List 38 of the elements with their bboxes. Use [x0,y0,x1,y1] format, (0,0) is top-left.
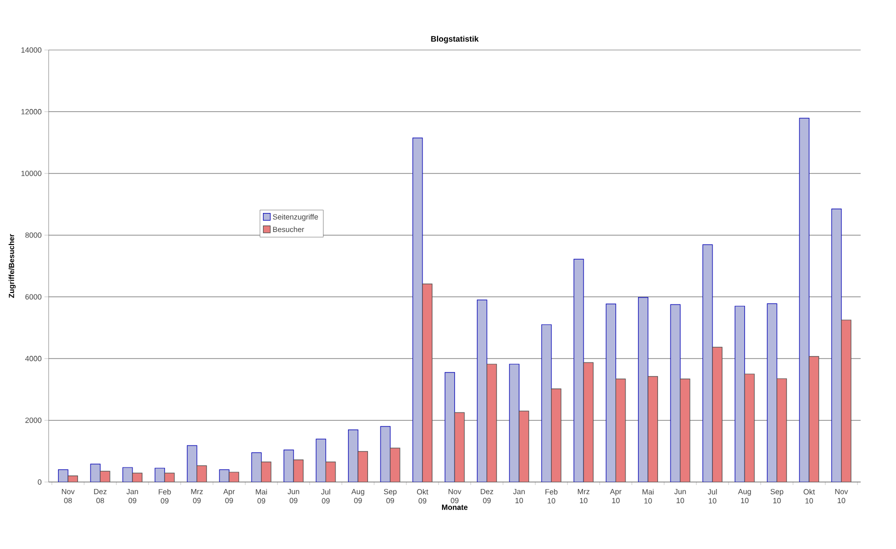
bar [841,320,852,482]
bar [648,376,658,482]
bar [574,258,584,482]
bar [486,364,497,482]
bar [606,304,616,482]
bar [444,372,455,482]
bar [186,445,198,482]
bar [293,459,304,482]
bar [766,303,778,482]
bar [412,138,423,482]
bar [316,438,326,482]
bar [551,388,562,482]
bar [251,452,262,482]
bar [509,364,520,482]
bar [744,374,755,482]
bar [518,410,530,482]
bar [541,324,552,482]
bar [680,378,690,482]
bar [776,378,787,482]
bar [712,346,722,482]
bar [734,306,745,482]
bar [583,362,594,482]
bar [638,297,648,482]
bar [808,356,820,482]
bar [348,430,358,482]
bar [390,448,400,482]
chart-title: Blogstatistik [431,36,479,44]
bar [799,118,810,482]
bar [615,378,626,482]
bar [284,450,294,482]
bar [358,451,368,482]
bar [702,244,713,482]
bar [422,284,432,482]
bar [380,426,391,482]
bar [670,304,681,482]
bar [476,300,488,482]
bar [454,412,465,482]
bar [831,208,842,482]
